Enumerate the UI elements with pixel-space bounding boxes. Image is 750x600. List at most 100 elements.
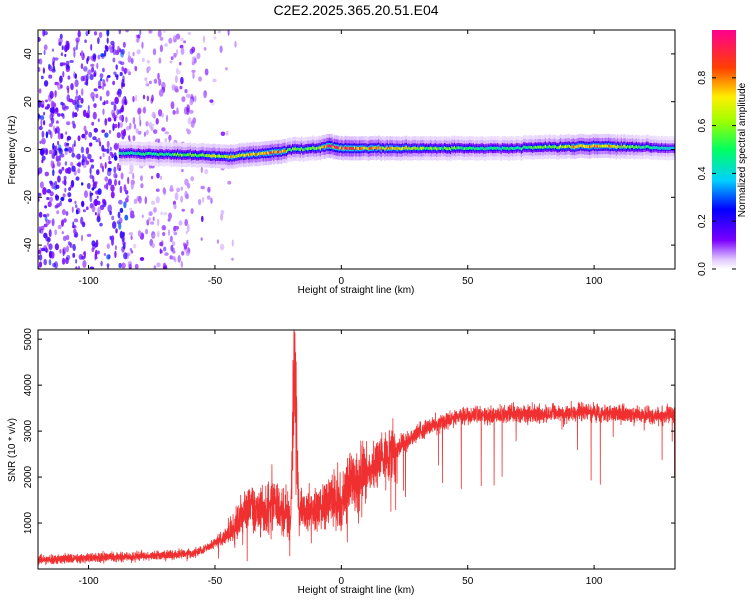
spectrogram-ridge-cell <box>289 147 292 151</box>
spectrogram-noise-cell <box>177 255 181 263</box>
spectrogram-noise-cell <box>74 101 78 110</box>
spectrogram-noise-cell <box>73 112 78 118</box>
spectrogram-ridge-cell <box>220 155 222 158</box>
spectrogram-noise-cell <box>152 48 157 56</box>
spectrogram-ridge-cell <box>575 145 577 149</box>
spectrogram-noise-cell <box>169 185 174 191</box>
spectrogram-noise-cell <box>155 118 159 125</box>
spectrogram-noise-cell <box>109 151 113 156</box>
spectrogram-noise-cell <box>113 172 118 179</box>
spectrogram-noise-cell <box>80 97 84 104</box>
spectrogram-ridge-cell <box>498 146 500 150</box>
spectrogram-ridge-cell <box>257 152 260 156</box>
spectrogram-ridge-cell <box>541 145 543 149</box>
spectrogram-noise-cell <box>50 100 55 108</box>
spectrogram-ridge-cell <box>477 147 480 151</box>
spectrogram-noise-cell <box>113 155 118 161</box>
spectrogram-noise-cell <box>39 115 45 121</box>
spectrogram-noise-cell <box>47 201 52 208</box>
spectrogram-y-label: Frequency (Hz) <box>7 116 18 185</box>
spectrogram-noise-cell <box>49 196 54 202</box>
snr-x-axis: -100 -50 0 50 100 <box>79 330 603 587</box>
spectrogram-ridge-cell <box>653 146 656 149</box>
snr-y-axis: 1000 2000 3000 4000 5000 <box>23 328 675 534</box>
spectrogram-ridge-cell <box>233 155 236 159</box>
spectrogram-ridge-cell <box>439 147 442 150</box>
spectrogram-noise-cell <box>70 83 74 91</box>
spectrogram-ridge-cell <box>354 146 356 150</box>
spectrogram-noise-cell <box>163 265 167 269</box>
spectrogram-noise-cell <box>80 146 85 154</box>
spectrogram-noise-cell <box>124 101 128 105</box>
spectrogram-noise-cell <box>168 229 170 237</box>
spectrogram-noise-cell <box>89 158 94 163</box>
spectrogram-noise-cell <box>91 66 95 73</box>
spectrogram-noise-cell <box>204 168 209 175</box>
spectrogram-ridge-cell <box>333 145 336 149</box>
spectrogram-noise-cell <box>231 239 234 247</box>
spectrogram-noise-cell <box>170 56 174 60</box>
spectrogram-ridge-cell <box>624 145 626 148</box>
spectrogram-noise-cell <box>85 30 89 37</box>
spectrogram-noise-cell <box>105 90 110 97</box>
spectrogram-noise-cell <box>160 211 163 216</box>
spectrogram-ridge-cell <box>151 152 154 156</box>
spectrogram-noise-cell <box>72 243 76 252</box>
spectrogram-ridge-cell <box>405 146 408 150</box>
spectrogram-noise-cell <box>72 111 75 119</box>
spectrogram-ridge-cell <box>132 151 135 155</box>
spectrogram-noise-cell <box>119 185 123 194</box>
spectrogram-noise-cell <box>156 172 160 179</box>
spectrogram-ridge-cell <box>608 144 610 148</box>
spectrogram-ridge-cell <box>196 154 198 158</box>
spectrogram-noise-cell <box>109 146 112 151</box>
spectrogram-noise-cell <box>124 186 127 194</box>
spectrogram-ridge-cell <box>129 152 131 155</box>
spectrogram-noise-cell <box>115 64 118 70</box>
spectrogram-ridge-cell <box>293 147 295 151</box>
spectrogram-ridge-cell <box>285 150 288 153</box>
spectrogram-noise-cell <box>130 250 134 254</box>
spectrogram-ridge-cell <box>460 146 462 150</box>
spectrogram-noise-cell <box>119 115 123 121</box>
spectrogram-noise-cell <box>104 118 108 126</box>
spectrogram-noise-cell <box>80 88 84 96</box>
spectrogram-noise-cell <box>163 246 167 252</box>
spectrogram-ridge-cell <box>561 145 563 149</box>
spectrogram-noise-cell <box>81 221 86 228</box>
spectrogram-noise-cell <box>46 189 51 194</box>
spectrogram-noise-cell <box>113 71 117 75</box>
spectrogram-noise-cell <box>57 132 62 140</box>
spectrogram-noise-cell <box>119 217 123 224</box>
spectrogram-ridge-cell <box>529 145 532 149</box>
spectrogram-noise-cell <box>110 191 115 199</box>
spectrogram-noise-cell <box>200 237 203 241</box>
spectrogram-noise-cell <box>73 228 77 235</box>
spectrogram-noise-cell <box>133 123 137 130</box>
spectrogram-noise-cell <box>125 30 129 33</box>
spectrogram-noise-cell <box>138 114 141 121</box>
spectrogram-noise-cell <box>125 125 130 131</box>
spectrogram-ridge-cell <box>601 144 604 148</box>
spectrogram-noise-cell <box>49 180 54 187</box>
spectrogram-noise-cell <box>48 243 53 250</box>
spectrogram-noise-cell <box>213 36 217 40</box>
spectrogram-noise-cell <box>55 155 60 162</box>
spectrogram-ridge-cell <box>225 155 227 158</box>
spectrogram-ridge-cell <box>523 145 525 149</box>
spectrogram-noise-cell <box>57 113 61 117</box>
spectrogram-ridge-cell <box>270 151 273 155</box>
spectrogram-ridge-cell <box>330 144 332 148</box>
spectrogram-noise-cell <box>61 209 66 216</box>
spectrogram-ridge-cell <box>372 146 375 150</box>
spectrogram-ridge-cell <box>659 147 662 150</box>
spectrogram-ridge-cell <box>476 147 479 150</box>
spectrogram-noise-cell <box>75 176 80 181</box>
spectrogram-noise-cell <box>124 214 129 221</box>
spectrogram-ridge-cell <box>673 147 675 150</box>
spectrogram-noise-cell <box>192 71 195 80</box>
spectrogram-noise-cell <box>158 89 164 97</box>
spectrogram-noise-cell <box>181 168 184 173</box>
spectrogram-ridge-cell <box>408 146 410 150</box>
spectrogram-noise-cell <box>132 135 136 142</box>
